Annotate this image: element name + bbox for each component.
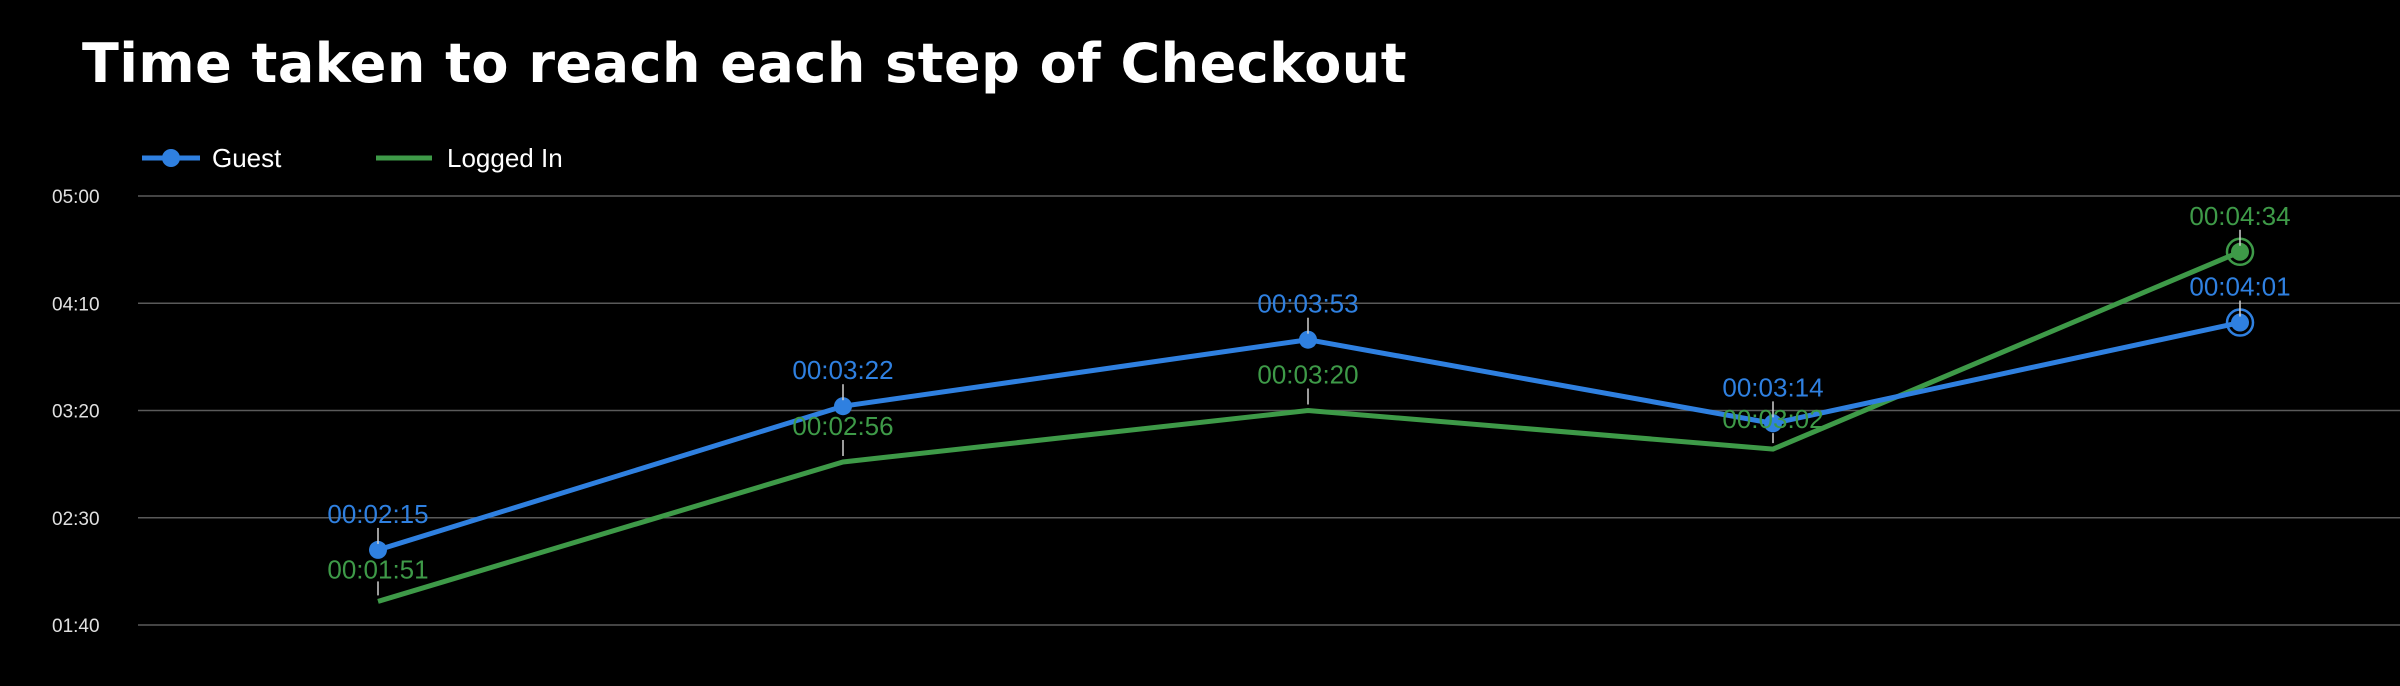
logged-in-label-4: 00:04:34 xyxy=(2189,201,2290,231)
grid-lines xyxy=(138,195,2400,626)
guest-label-2: 00:03:53 xyxy=(1257,289,1358,319)
guest-label-1: 00:03:22 xyxy=(792,355,893,385)
y-tick-label-3: 02:30 xyxy=(52,509,100,530)
data-labels: 00:02:15 00:03:22 00:03:53 00:03:14 00:04:01… xyxy=(327,201,2291,596)
guest-point-1 xyxy=(834,397,852,416)
guest-label-4: 00:04:01 xyxy=(2189,272,2290,302)
series-layer xyxy=(369,237,2255,604)
logged-in-last-point xyxy=(2231,242,2249,261)
guest-point-0 xyxy=(369,540,387,559)
y-tick-label-4: 01:40 xyxy=(52,616,100,637)
logged-in-label-0: 00:01:51 xyxy=(327,554,428,584)
guest-point-2 xyxy=(1299,330,1317,349)
y-tick-label-1: 04:10 xyxy=(52,294,100,315)
logged-in-label-2: 00:03:20 xyxy=(1257,360,1358,390)
legend-guest-marker xyxy=(162,149,180,167)
guest-point-4 xyxy=(2231,313,2249,332)
legend: Guest Logged In xyxy=(142,143,563,173)
guest-label-0: 00:02:15 xyxy=(327,499,428,529)
y-tick-label-2: 03:20 xyxy=(52,402,100,423)
y-tick-label-0: 05:00 xyxy=(52,187,100,208)
guest-label-3: 00:03:14 xyxy=(1722,372,1823,402)
logged-in-label-3: 00:03:02 xyxy=(1722,404,1823,434)
legend-guest-label: Guest xyxy=(212,143,282,173)
chart-title: Time taken to reach each step of Checkou… xyxy=(82,32,1408,95)
guest-point-3 xyxy=(1764,414,1782,433)
legend-logged-in-label: Logged In xyxy=(447,143,563,173)
y-axis-ticks: 05:00 04:10 03:20 02:30 01:40 xyxy=(52,187,100,637)
logged-in-label-1: 00:02:56 xyxy=(792,411,893,441)
series-logged-in-line xyxy=(377,249,2241,604)
